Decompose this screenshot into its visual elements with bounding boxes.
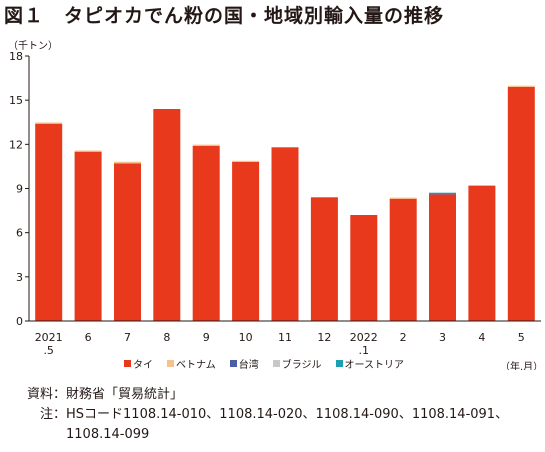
bar-タイ-4 [468,185,496,321]
legend-label: ベトナム [176,360,216,371]
bar-タイ-2022.1 [350,215,378,321]
source-text: 財務省「貿易統計」 [66,387,184,402]
x-tick-label: .1 [359,344,370,357]
legend-item-ブラジル: ブラジル [272,356,322,371]
x-axis-unit-label: （年.月） [500,360,543,370]
bar-series-group [35,85,535,322]
bar-ベトナム-2021.5 [35,122,63,124]
note-line-1: HSコード1108.14-010、1108.14-020、1108.14-090… [66,407,509,422]
footnotes: 資料： 財務省「貿易統計」 注： HSコード1108.14-010、1108.1… [2,385,508,445]
x-tick-label: 10 [239,331,253,344]
x-tick-label: 8 [163,331,170,344]
bar-ベトナム-5 [507,85,535,87]
bar-タイ-6 [74,151,102,321]
bar-オーストリア-3 [429,192,456,194]
bar-ベトナム-10 [232,160,260,162]
x-tick-label: 2 [400,331,407,344]
legend-swatch [272,360,280,367]
legend-label: タイ [133,360,153,371]
y-tick-label: 3 [16,271,23,284]
legend-swatch [167,360,174,367]
y-tick-label: 0 [16,315,23,328]
x-tick-label: 6 [85,331,92,344]
note-line-2: 1108.14-099 [66,427,150,442]
bar-タイ-11 [271,147,299,321]
bar-タイ-9 [192,145,220,321]
legend-swatch [229,360,237,367]
bar-タイ-3 [429,194,456,321]
chart-title: 図１ タピオカでん粉の国・地域別輸入量の推移 [4,5,445,27]
x-axis: 2021.5 6 7 8 9 10 11 12 2022.1 2 3 4 5 [29,320,541,357]
bar-ベトナム-2 [389,197,417,199]
y-tick-label: 6 [16,227,23,240]
y-tick-label: 18 [9,50,23,63]
legend-item-ベトナム: ベトナム [167,356,216,371]
x-tick-label: 5 [518,331,525,344]
legend-item-タイ: タイ [124,356,153,371]
legend-label: オーストリア [344,360,405,371]
y-axis: 0 3 6 9 12 15 18 [9,50,30,328]
x-tick-label: .5 [43,344,54,357]
bar-タイ-2021.5 [35,123,63,321]
chart-legend: タイ ベトナム 台湾 ブラジル オーストリア [124,356,404,371]
bar-ベトナム-7 [114,161,141,164]
source-note: 資料： 財務省「貿易統計」 [2,385,508,405]
legend-swatch [124,360,131,367]
bar-ベトナム-9 [192,144,220,146]
bar-タイ-7 [114,163,141,321]
y-tick-label: 15 [9,94,23,107]
legend-label: 台湾 [238,360,259,371]
bar-タイ-5 [507,86,535,322]
legend-item-台湾: 台湾 [229,356,259,371]
x-tick-label: 2021 [35,331,63,344]
legend-item-オーストリア: オーストリア [335,356,405,371]
legend-label: ブラジル [281,360,322,371]
x-tick-label: 4 [478,331,485,344]
bar-タイ-8 [153,109,181,321]
bar-タイ-12 [310,197,338,321]
note-label: 注： [39,407,66,422]
y-axis-unit-label: （千トン） [8,40,58,52]
source-label: 資料： [26,387,66,402]
y-tick-label: 9 [16,183,23,196]
x-tick-label: 12 [317,331,331,344]
bar-タイ-10 [232,162,260,321]
legend-swatch [335,360,343,367]
bar-ベトナム-6 [74,150,102,152]
bar-タイ-2 [389,198,417,321]
x-tick-label: 9 [203,331,210,344]
x-tick-label: 2022 [350,331,378,344]
hs-code-note: 注： HSコード1108.14-010、1108.14-020、1108.14-… [2,405,508,425]
x-tick-label: 11 [278,331,292,344]
y-tick-label: 12 [9,138,23,151]
x-tick-label: 7 [124,331,131,344]
x-tick-label: 3 [439,331,446,344]
